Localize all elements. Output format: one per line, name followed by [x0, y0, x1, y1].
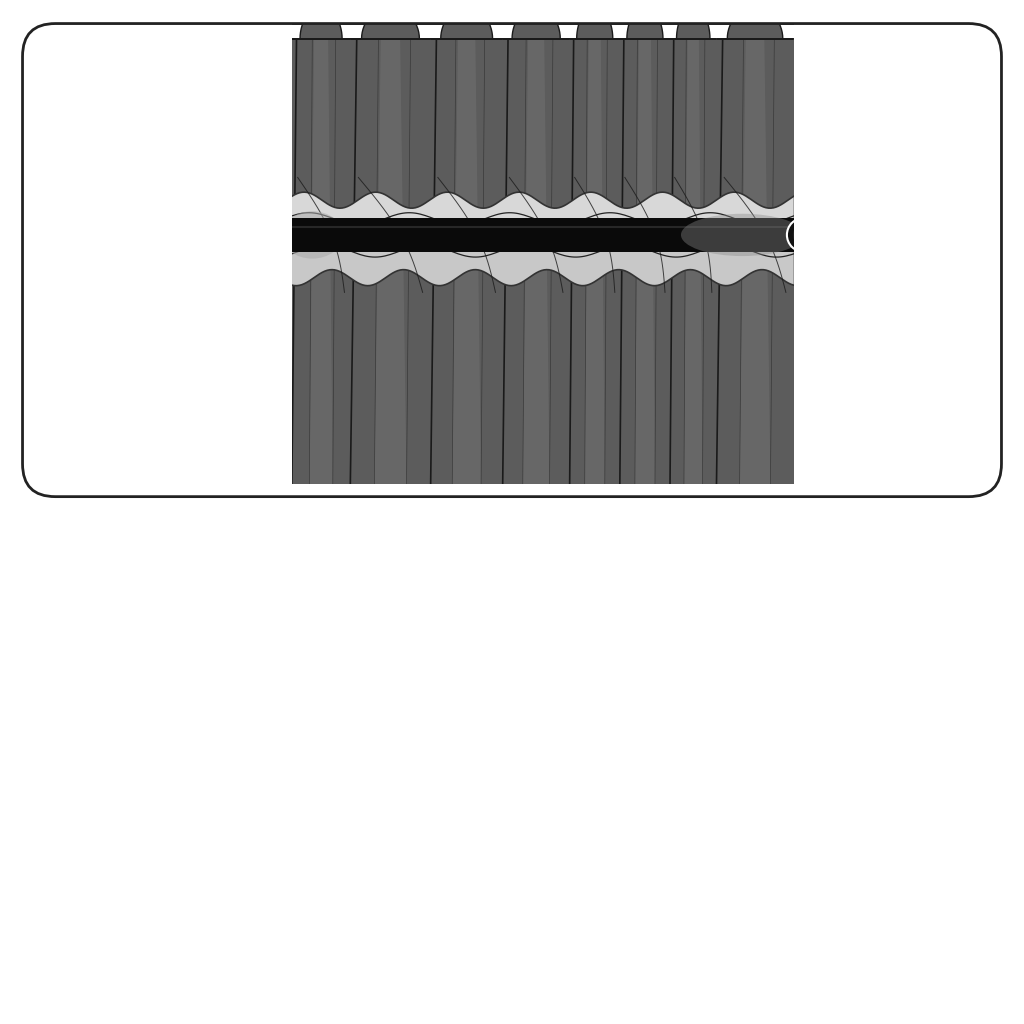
Text: Variable hanging through wide curtain tape with loop: Variable hanging through wide curtain ta… [308, 918, 738, 932]
Circle shape [793, 224, 815, 246]
Polygon shape [292, 39, 794, 484]
Ellipse shape [681, 214, 804, 256]
Text: function, so the scarf is suitable for curtain rods and rails.: function, so the scarf is suitable for c… [308, 956, 773, 971]
Text: somit ist der Dekoschal für: somit ist der Dekoschal für [308, 799, 524, 813]
Text: Stange und Schiene geeignet.: Stange und Schiene geeignet. [308, 838, 551, 852]
Polygon shape [350, 8, 431, 39]
Text: Variable Aufhängung durch breites: Variable Aufhängung durch breites [308, 721, 589, 735]
Text: Translucent, transparent: Translucent, transparent [308, 646, 512, 664]
Polygon shape [523, 39, 550, 484]
Polygon shape [569, 8, 620, 39]
Polygon shape [684, 39, 702, 484]
Polygon shape [635, 39, 655, 484]
Polygon shape [292, 8, 350, 39]
Circle shape [786, 218, 821, 252]
Bar [33, 687, 996, 993]
Polygon shape [200, 218, 804, 252]
Polygon shape [739, 39, 770, 484]
Text: Gardinenband mit Schlaufenfunktion,: Gardinenband mit Schlaufenfunktion, [308, 760, 610, 774]
Polygon shape [292, 193, 794, 239]
Polygon shape [292, 0, 794, 23]
Ellipse shape [282, 211, 343, 259]
Text: Ausführung: Ausführung [53, 777, 150, 796]
Polygon shape [585, 39, 605, 484]
Polygon shape [292, 231, 794, 286]
Polygon shape [794, 0, 1024, 1024]
Polygon shape [431, 8, 503, 39]
FancyBboxPatch shape [23, 24, 1001, 497]
Text: Lichtdurchlässig, transparent: Lichtdurchlässig, transparent [308, 598, 551, 615]
Polygon shape [292, 484, 794, 1024]
Polygon shape [0, 0, 292, 1024]
Polygon shape [670, 8, 717, 39]
FancyBboxPatch shape [23, 509, 1001, 1006]
Polygon shape [375, 39, 407, 484]
Text: Function: Function [53, 646, 124, 664]
Polygon shape [717, 8, 794, 39]
Text: Variant: Variant [53, 935, 112, 953]
Circle shape [182, 218, 217, 252]
Text: Technische Daten / Technical Data: Technische Daten / Technical Data [48, 532, 369, 552]
Polygon shape [620, 8, 670, 39]
Polygon shape [503, 8, 569, 39]
Polygon shape [453, 39, 481, 484]
Polygon shape [309, 39, 333, 484]
Bar [33, 572, 996, 687]
Text: Funktion: Funktion [53, 598, 124, 615]
